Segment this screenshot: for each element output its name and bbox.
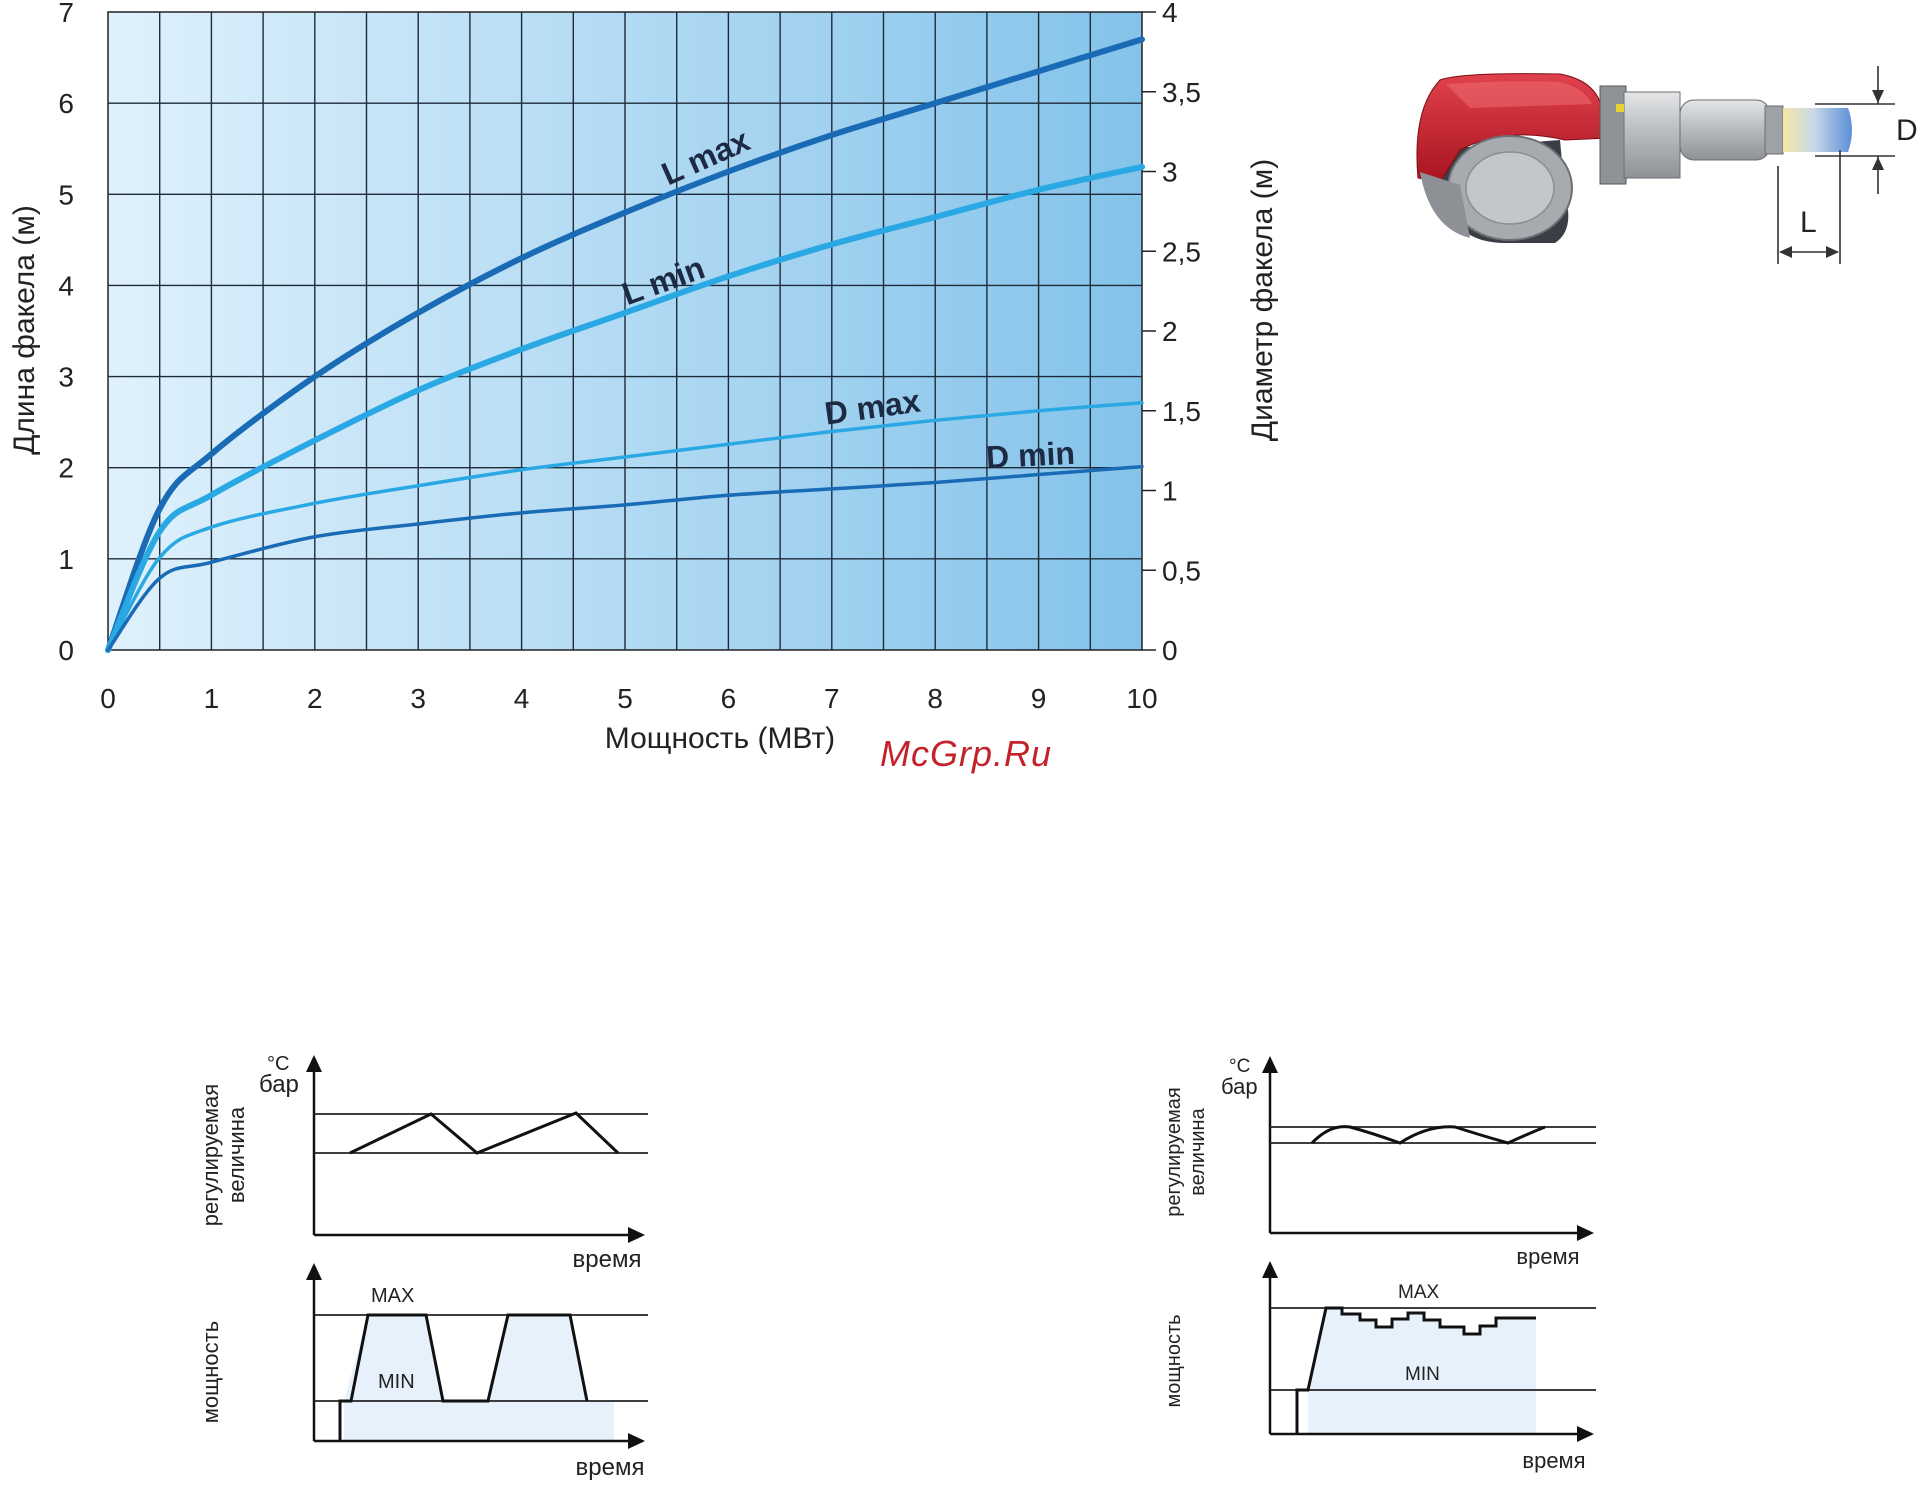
burner-nozzle bbox=[1764, 105, 1784, 155]
x-tick-label: 8 bbox=[927, 683, 943, 714]
x-tick-label: 0 bbox=[100, 683, 116, 714]
top-controlled-value-line bbox=[1310, 1125, 1546, 1145]
max-label: MAX bbox=[371, 1285, 414, 1307]
y-unit-bar: бар bbox=[259, 1071, 299, 1098]
bottom-x-arrow bbox=[628, 1433, 645, 1449]
y-right-tick-label: 1 bbox=[1162, 476, 1178, 507]
y-left-axis-title: Длина факела (м) bbox=[8, 205, 41, 455]
y-left-tick-label: 6 bbox=[58, 88, 74, 119]
y-left-tick-labels: 0 1 2 3 4 5 6 7 bbox=[58, 0, 74, 666]
y-left-tick-label: 2 bbox=[58, 453, 74, 484]
y-left-tick-label: 0 bbox=[58, 635, 74, 666]
bottom-x-label: время bbox=[576, 1454, 645, 1481]
top-x-arrow bbox=[1577, 1225, 1594, 1241]
power-line bbox=[1295, 1306, 1536, 1434]
regulation-diagram-modulating: °C бар регулируемая величина время MAX M… bbox=[1163, 1056, 1596, 1473]
x-tick-label: 9 bbox=[1031, 683, 1047, 714]
x-tick-label: 5 bbox=[617, 683, 633, 714]
dimension-l-arrowhead-right bbox=[1826, 246, 1839, 258]
burner-housing-highlight bbox=[1446, 81, 1592, 108]
power-area bbox=[344, 1315, 614, 1441]
top-x-label: время bbox=[1516, 1244, 1579, 1269]
y-right-tick-label: 0 bbox=[1162, 635, 1178, 666]
bottom-x-label: время bbox=[1522, 1448, 1585, 1473]
burner-head bbox=[1679, 99, 1771, 161]
y-right-tick-labels: 0 0,5 1 1,5 2 2,5 3 3,5 4 bbox=[1162, 0, 1201, 666]
bottom-y-arrow bbox=[1262, 1261, 1278, 1278]
x-tick-label: 2 bbox=[307, 683, 323, 714]
power-area bbox=[1308, 1308, 1536, 1434]
dimension-l-arrowhead-left bbox=[1779, 246, 1792, 258]
bottom-y-label: мощность bbox=[1163, 1314, 1185, 1407]
top-y-arrow bbox=[306, 1055, 322, 1072]
y-left-tick-label: 3 bbox=[58, 362, 74, 393]
series-line-l-max bbox=[105, 36, 1145, 653]
top-y-arrow bbox=[1262, 1056, 1278, 1073]
dimension-d-arrowhead-top bbox=[1872, 90, 1884, 103]
watermark: McGrp.Ru bbox=[880, 733, 1052, 774]
top-x-label: время bbox=[573, 1246, 642, 1273]
x-tick-label: 4 bbox=[514, 683, 530, 714]
x-tick-label: 6 bbox=[721, 683, 737, 714]
bottom-y-arrow bbox=[306, 1263, 322, 1280]
curves bbox=[105, 36, 1145, 653]
min-label: MIN bbox=[1405, 1364, 1440, 1385]
x-tick-label: 10 bbox=[1126, 683, 1157, 714]
x-tick-label: 7 bbox=[824, 683, 840, 714]
x-axis-title: Мощность (МВт) bbox=[605, 722, 835, 755]
y-unit-celsius: °C bbox=[1229, 1056, 1250, 1077]
dimension-d-arrowhead-bottom bbox=[1872, 157, 1884, 170]
bottom-y-label: мощность bbox=[198, 1321, 223, 1423]
x-tick-label: 3 bbox=[410, 683, 426, 714]
top-y-label-2: величина bbox=[224, 1106, 249, 1203]
y-right-tick-label: 1,5 bbox=[1162, 396, 1201, 427]
series-line-l-min bbox=[105, 163, 1145, 653]
top-controlled-value-line bbox=[349, 1111, 620, 1155]
series-line-d-max bbox=[106, 401, 1144, 652]
burner-flange bbox=[1599, 85, 1627, 185]
y-right-tick-label: 2 bbox=[1162, 316, 1178, 347]
y-right-tick-label: 3 bbox=[1162, 157, 1178, 188]
y-unit-celsius: °C bbox=[267, 1053, 289, 1075]
burner-body bbox=[1623, 91, 1681, 179]
dimension-d-label: D bbox=[1896, 114, 1918, 147]
left-cover bbox=[1420, 172, 1470, 238]
bottom-x-arrow bbox=[1577, 1426, 1594, 1442]
yellow-indicator bbox=[1616, 104, 1624, 112]
y-left-tick-label: 4 bbox=[58, 270, 74, 301]
fan-cover-inner bbox=[1465, 151, 1555, 225]
series-line-d-min bbox=[106, 464, 1144, 652]
dimension-l-label: L bbox=[1800, 206, 1817, 239]
burner-illustration: D L bbox=[1416, 66, 1918, 264]
y-unit-bar: бар bbox=[1221, 1074, 1258, 1099]
flame bbox=[1783, 108, 1852, 152]
regulation-diagram-two-stage: °C бар регулируемая величина время MAX M… bbox=[198, 1053, 648, 1481]
y-left-tick-label: 7 bbox=[58, 0, 74, 28]
min-label: MIN bbox=[378, 1371, 415, 1393]
power-line bbox=[338, 1313, 589, 1441]
x-tick-labels: 0 1 2 3 4 5 6 7 8 9 10 bbox=[100, 683, 1157, 714]
top-y-label-2: величина bbox=[1187, 1107, 1209, 1195]
top-y-label-1: регулируемая bbox=[198, 1084, 223, 1226]
top-x-arrow bbox=[628, 1227, 645, 1243]
max-label: MAX bbox=[1398, 1282, 1440, 1303]
top-y-label-1: регулируемая bbox=[1163, 1087, 1185, 1216]
y-left-tick-label: 1 bbox=[58, 544, 74, 575]
y-right-axis-title: Диаметр факела (м) bbox=[1246, 159, 1279, 441]
y-right-tick-label: 0,5 bbox=[1162, 555, 1201, 586]
y-right-tick-label: 2,5 bbox=[1162, 236, 1201, 267]
y-right-tick-label: 4 bbox=[1162, 0, 1178, 28]
y-left-tick-label: 5 bbox=[58, 179, 74, 210]
x-tick-label: 1 bbox=[204, 683, 220, 714]
y-right-tick-label: 3,5 bbox=[1162, 77, 1201, 108]
series-label-d-min: D min bbox=[985, 435, 1076, 476]
grid bbox=[108, 11, 1156, 651]
